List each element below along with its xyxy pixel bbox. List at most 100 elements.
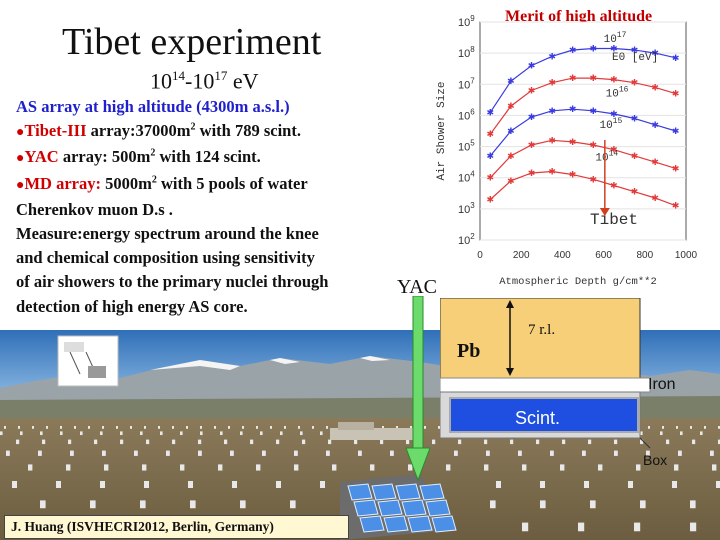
scintillator-counter (120, 431, 123, 436)
data-point: ✱ (672, 89, 680, 99)
x-tick-label: 1000 (675, 250, 698, 261)
scintillator-counter (410, 426, 412, 429)
shower-size-chart: ✱ ✱ ✱ ✱ ✱ ✱ ✱ ✱ ✱ ✱ ✱ ✱ ✱ ✱ ✱ ✱ ✱ ✱ ✱ ✱ ✱ ✱ ✱ ✱ ✱ ✱ ✱ ✱ ✱ ✱ ✱ ✱ ✱ ✱ ✱ ✱ ✱ ✱ ✱ ✱… (436, 14, 698, 288)
yac-pointer-arrow (405, 296, 431, 482)
scintillator-counter (302, 439, 306, 445)
data-point: ✱ (590, 140, 598, 150)
scintillator-counter (104, 464, 109, 471)
data-point: ✱ (610, 181, 618, 191)
series-line (489, 108, 676, 157)
scintillator-counter (32, 426, 34, 429)
scintillator-counter (660, 431, 663, 436)
scintillator-counter (680, 431, 683, 436)
scintillator-counter (614, 439, 618, 445)
scintillator-counter (220, 431, 223, 436)
x-tick-label: 600 (595, 250, 612, 261)
data-point: ✱ (610, 43, 618, 53)
scintillator-counter (446, 464, 451, 471)
x-tick-label: 400 (554, 250, 571, 261)
scintillator-counter (120, 439, 124, 445)
scintillator-counter (160, 431, 163, 436)
data-point: ✱ (610, 75, 618, 85)
scintillator-counter (166, 450, 170, 456)
bullet-icon: ● (16, 177, 25, 193)
scintillator-counter (0, 431, 3, 436)
scintillator-counter (380, 439, 384, 445)
data-point: ✱ (487, 173, 495, 183)
scintillator-counter (598, 464, 603, 471)
scintillator-counter (484, 439, 488, 445)
scintillator-counter (700, 431, 703, 436)
yac-detector-cell (353, 499, 379, 517)
scintillator-counter (588, 439, 592, 445)
data-point: ✱ (487, 129, 495, 139)
yac-detector-cell (431, 515, 457, 533)
data-point: ✱ (548, 78, 556, 88)
data-point: ✱ (569, 45, 577, 55)
scintillator-counter (716, 481, 720, 488)
scintillator-counter (294, 464, 299, 471)
scintillator-counter (102, 426, 104, 429)
scintillator-counter (242, 426, 244, 429)
scintillator-counter (484, 464, 489, 471)
chart-xlabel: Atmospheric Depth g/cm**2 (499, 276, 657, 288)
data-point: ✱ (487, 107, 495, 117)
scintillator-counter (704, 426, 706, 429)
data-point: ✱ (507, 151, 515, 161)
y-tick-label: 103 (458, 201, 475, 216)
series-line (489, 170, 676, 207)
scintillator-counter (60, 431, 63, 436)
scintillator-counter (16, 439, 20, 445)
data-point: ✱ (548, 51, 556, 61)
scintillator-counter (358, 450, 362, 456)
line-composition: and chemical composition using sensitivi… (16, 248, 315, 268)
scintillator-counter (390, 450, 394, 456)
data-point: ✱ (528, 168, 536, 178)
data-point: ✱ (672, 126, 680, 136)
scintillator-counter (200, 431, 203, 436)
scintillator-counter (134, 450, 138, 456)
scintillator-counter (560, 464, 565, 471)
scintillator-counter (370, 464, 375, 471)
scintillator-counter (200, 426, 202, 429)
scintillator-counter (320, 431, 323, 436)
data-point: ✱ (528, 140, 536, 150)
scintillator-counter (458, 439, 462, 445)
scintillator-counter (262, 450, 266, 456)
x-tick-label: 800 (636, 250, 653, 261)
data-point: ✱ (590, 106, 598, 116)
scintillator-counter (144, 426, 146, 429)
scintillator-counter (188, 481, 193, 488)
scint-label: Scint. (515, 408, 561, 428)
scintillator-counter (614, 450, 618, 456)
scintillator-counter (214, 426, 216, 429)
y-tick-label: 108 (458, 45, 475, 60)
scintillator-counter (20, 431, 23, 436)
scintillator-counter (74, 426, 76, 429)
scintillator-counter (228, 426, 230, 429)
scintillator-counter (218, 464, 223, 471)
scintillator-counter (28, 464, 33, 471)
data-point: ✱ (528, 61, 536, 71)
scintillator-counter (628, 481, 633, 488)
description-text: AS array at high altitude (4300m a.s.l.)… (16, 95, 328, 319)
series-line (489, 47, 676, 113)
data-point: ✱ (672, 53, 680, 63)
yac-detector-cell (395, 483, 421, 501)
lab-building (330, 422, 420, 440)
scintillator-counter (144, 481, 149, 488)
data-point: ✱ (631, 187, 639, 197)
scintillator-counter (66, 464, 71, 471)
scintillator-counter (94, 439, 98, 445)
scintillator-counter (666, 439, 670, 445)
scintillator-counter (676, 426, 678, 429)
yac-detector-cell (425, 499, 451, 517)
scintillator-counter (438, 426, 440, 429)
scintillator-counter (80, 431, 83, 436)
scintillator-counter (640, 431, 643, 436)
data-point: ✱ (548, 135, 556, 145)
scintillator-counter (198, 439, 202, 445)
yac-array (340, 474, 457, 540)
scintillator-counter (540, 481, 545, 488)
scintillator-counter (240, 431, 243, 436)
